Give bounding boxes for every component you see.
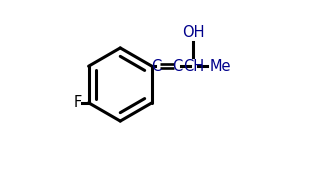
Text: F: F bbox=[73, 95, 81, 110]
Text: C: C bbox=[172, 59, 183, 74]
Text: CH: CH bbox=[183, 59, 204, 74]
Text: C: C bbox=[151, 59, 161, 74]
Text: Me: Me bbox=[210, 59, 231, 74]
Text: OH: OH bbox=[182, 26, 204, 40]
